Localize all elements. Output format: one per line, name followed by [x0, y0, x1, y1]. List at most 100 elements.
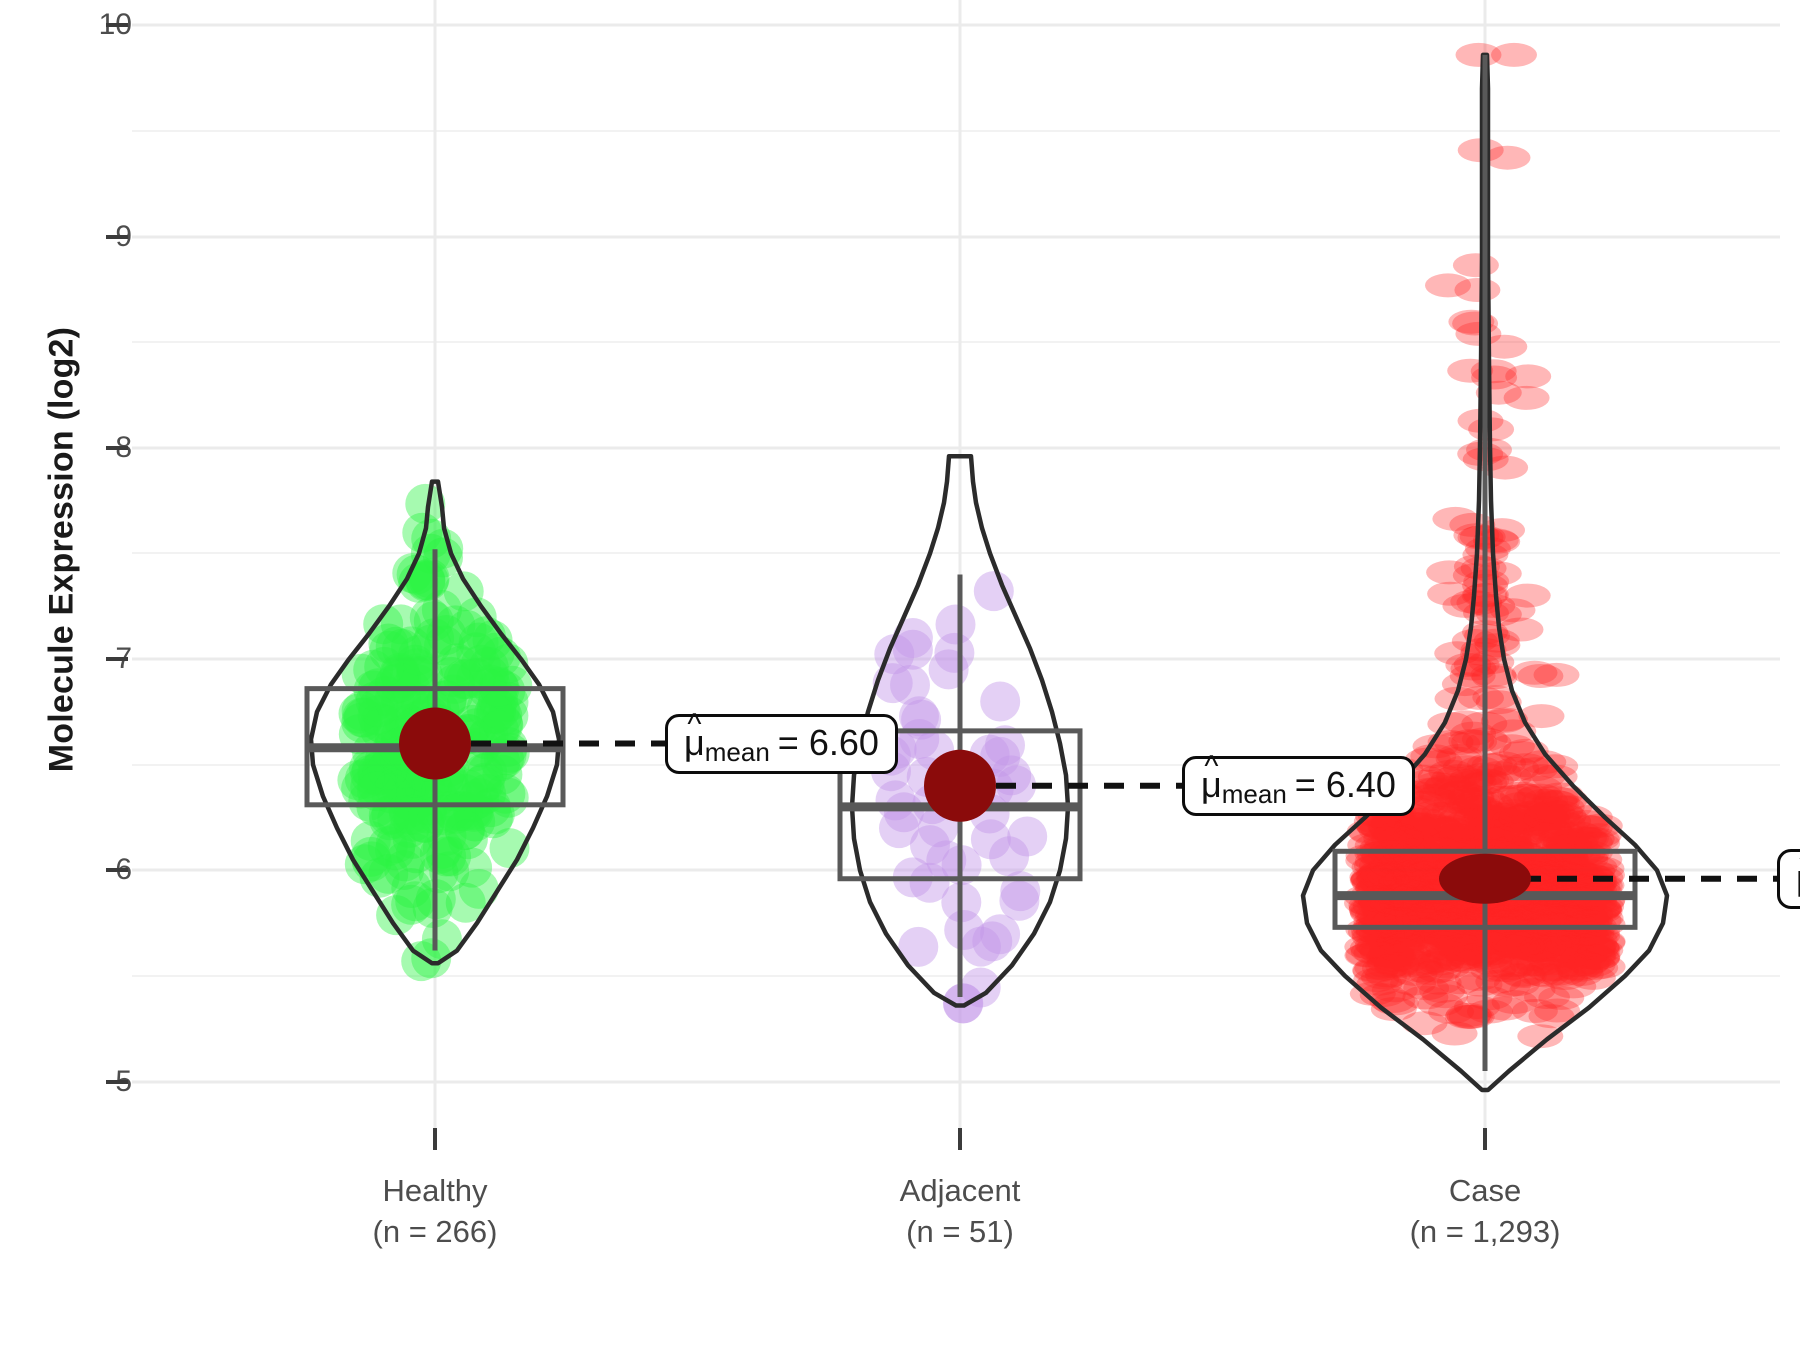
data-point [341, 768, 382, 809]
data-point [1468, 812, 1515, 837]
data-point [361, 754, 402, 795]
data-point [474, 632, 515, 673]
data-point [1481, 996, 1528, 1021]
data-point [1564, 950, 1611, 975]
data-point [1525, 801, 1571, 826]
data-point [1366, 924, 1413, 948]
data-point [1445, 790, 1492, 815]
data-point [395, 644, 436, 685]
data-point [944, 910, 985, 950]
data-point [1531, 912, 1577, 937]
data-point [1406, 828, 1453, 853]
data-point [1363, 868, 1410, 893]
data-point [1544, 854, 1591, 879]
data-point [1456, 772, 1503, 797]
data-point [1522, 788, 1569, 813]
mean-point-adjacent [924, 749, 996, 822]
data-point [1417, 815, 1464, 840]
data-point [1385, 943, 1432, 968]
data-point [1423, 805, 1470, 830]
data-point [1539, 962, 1586, 987]
data-point [1491, 924, 1537, 949]
data-point [341, 702, 382, 743]
data-point [1377, 852, 1424, 877]
y-tick-mark [106, 868, 128, 873]
data-point [1574, 944, 1621, 969]
data-point [398, 664, 439, 705]
data-point [357, 771, 397, 812]
data-point [1398, 958, 1445, 983]
data-point [1505, 928, 1552, 953]
data-point [1526, 818, 1573, 843]
data-point [1486, 903, 1533, 928]
data-point [1529, 951, 1576, 976]
data-point [446, 682, 487, 723]
data-point [409, 558, 450, 599]
data-point [1491, 42, 1537, 67]
data-point [1492, 807, 1539, 832]
data-point [1359, 894, 1406, 919]
plot-layer [304, 42, 1780, 1093]
data-point [488, 682, 529, 722]
data-point [1540, 804, 1587, 828]
data-point [1358, 860, 1404, 885]
data-point [1562, 809, 1609, 834]
data-point [1500, 822, 1546, 847]
data-point [1446, 1004, 1493, 1029]
data-point [1474, 529, 1521, 554]
data-point [1491, 990, 1538, 1015]
data-point [1368, 854, 1415, 879]
data-point [1391, 852, 1438, 877]
data-point [1352, 958, 1399, 982]
data-point [1467, 805, 1514, 830]
data-point [1561, 904, 1608, 929]
data-point [1571, 855, 1618, 880]
data-point [1505, 930, 1552, 955]
data-point [1381, 933, 1428, 957]
data-point [1465, 730, 1512, 755]
data-point [1499, 962, 1546, 987]
data-point [1419, 817, 1466, 842]
data-point [1454, 966, 1501, 991]
data-point [1425, 273, 1471, 298]
data-point [1577, 906, 1624, 931]
data-point [1511, 999, 1558, 1023]
x-tick-mark-case [1483, 1128, 1487, 1150]
data-point [1579, 930, 1626, 955]
hat-accent-icon: ^ [1204, 749, 1219, 783]
data-point [1414, 925, 1461, 950]
data-point [980, 914, 1021, 955]
gridline-minor [132, 341, 1780, 344]
data-point [1379, 932, 1426, 957]
data-point [431, 770, 472, 811]
data-point [421, 919, 462, 960]
data-point [1531, 764, 1578, 789]
data-point [1400, 860, 1447, 885]
data-point [1413, 777, 1460, 802]
data-point [1414, 814, 1461, 839]
data-point [1514, 898, 1561, 923]
data-point [350, 767, 391, 807]
data-point [1508, 895, 1555, 920]
data-point [1388, 897, 1435, 922]
data-point [1490, 934, 1537, 959]
data-point [1541, 787, 1588, 812]
data-point [1534, 806, 1581, 831]
data-point [375, 768, 416, 809]
data-point [1438, 824, 1485, 848]
data-point [1482, 455, 1529, 480]
data-point [1480, 708, 1527, 733]
data-point [1391, 961, 1438, 986]
data-point [1425, 816, 1472, 841]
data-point [1356, 971, 1403, 996]
data-point [1356, 841, 1403, 866]
data-point [432, 790, 473, 831]
mean-callout-case: ^μmean= 5.96 [1777, 844, 1800, 909]
data-point [1371, 811, 1417, 836]
data-point [1381, 848, 1428, 873]
data-point [1371, 853, 1418, 877]
data-point [447, 819, 488, 860]
data-point [1542, 829, 1589, 854]
data-point [1350, 918, 1397, 943]
data-point [1576, 813, 1623, 838]
